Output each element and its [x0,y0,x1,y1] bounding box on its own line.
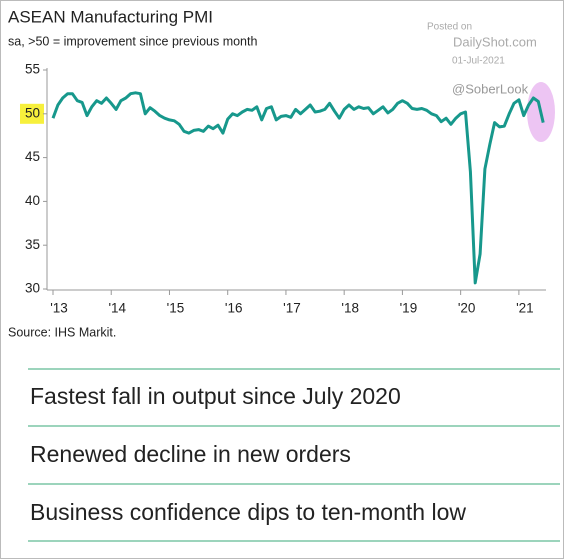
x-tick-label: '20 [458,301,476,316]
x-tick-label: '19 [400,301,418,316]
headline: Business confidence dips to ten-month lo… [30,499,466,525]
x-tick-label: '17 [283,301,301,316]
x-tick-label: '18 [341,301,359,316]
source: Source: IHS Markit. [8,325,116,339]
subtitle: sa, >50 = improvement since previous mon… [8,34,257,48]
tick-highlight [20,103,44,124]
y-tick-label: 55 [25,62,40,77]
line [51,91,545,285]
watermark: Posted on [427,22,472,33]
y-tick-label: 50 [25,105,40,120]
watermark: @SoberLook [452,81,529,96]
y-tick-label: 30 [25,281,40,296]
x-tick-label: '16 [225,301,243,316]
headline: Renewed decline in new orders [30,441,351,467]
x-tick-label: '13 [50,301,68,316]
x-tick-label: '21 [516,301,534,316]
x-tick-label: '14 [108,301,126,316]
watermark: DailyShot.com [453,34,537,49]
chart-title: ASEAN Manufacturing PMI [8,7,213,26]
watermark: 01-Jul-2021 [452,56,505,67]
y-tick-label: 35 [25,237,40,252]
x-tick-label: '15 [167,301,185,316]
y-tick-label: 45 [25,149,40,164]
y-tick-label: 40 [25,193,40,208]
headline: Fastest fall in output since July 2020 [30,383,401,409]
